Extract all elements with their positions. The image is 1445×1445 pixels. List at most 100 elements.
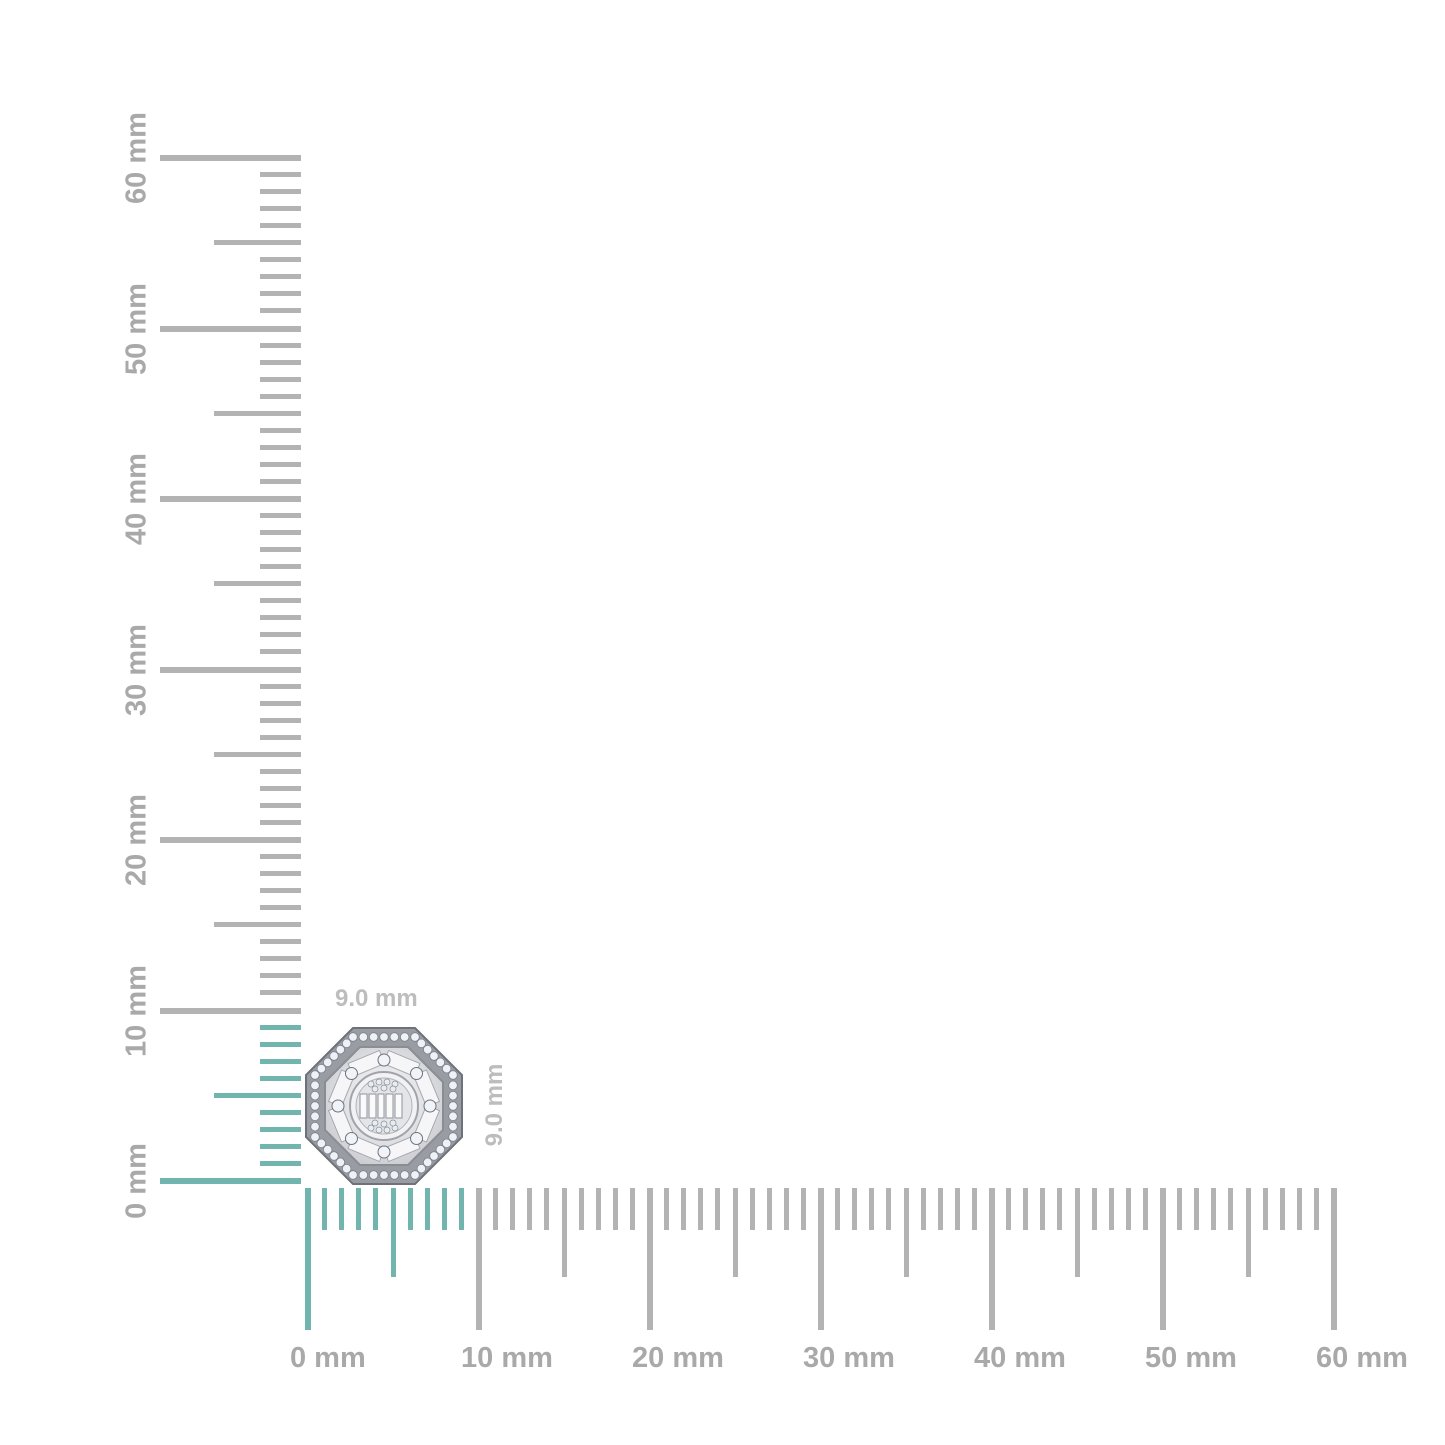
h-tick	[732, 1188, 738, 1277]
v-tick	[260, 939, 301, 945]
v-tick	[214, 922, 301, 928]
v-tick	[260, 308, 301, 314]
v-tick	[160, 155, 301, 161]
v-tick	[260, 632, 301, 638]
v-tick	[260, 871, 301, 877]
h-tick	[1074, 1188, 1080, 1277]
h-tick	[510, 1188, 516, 1230]
v-tick	[260, 1041, 301, 1047]
v-tick	[260, 700, 301, 706]
h-tick	[903, 1188, 909, 1277]
h-tick	[339, 1188, 345, 1230]
h-tick	[698, 1188, 704, 1230]
v-label-0: 0 mm	[120, 1143, 153, 1219]
h-tick	[989, 1188, 995, 1330]
v-tick	[214, 751, 301, 757]
v-tick	[260, 1143, 301, 1149]
h-tick	[612, 1188, 618, 1230]
v-tick	[260, 1160, 301, 1166]
h-tick	[629, 1188, 635, 1230]
h-tick	[390, 1188, 396, 1277]
h-tick	[407, 1188, 413, 1230]
v-tick	[260, 393, 301, 399]
h-tick	[595, 1188, 601, 1230]
h-label-20: 20 mm	[632, 1342, 724, 1374]
v-tick	[260, 513, 301, 519]
h-tick	[544, 1188, 550, 1230]
h-tick	[1262, 1188, 1268, 1230]
v-tick	[260, 1058, 301, 1064]
h-tick	[818, 1188, 824, 1330]
v-tick	[260, 768, 301, 774]
v-tick	[260, 189, 301, 195]
width-dimension-label: 9.0 mm	[335, 985, 418, 1012]
v-tick	[260, 649, 301, 655]
h-tick	[476, 1188, 482, 1330]
h-tick	[1228, 1188, 1234, 1230]
h-tick	[1177, 1188, 1183, 1230]
h-tick	[1023, 1188, 1029, 1230]
v-label-60: 60 mm	[120, 112, 153, 204]
v-tick	[260, 598, 301, 604]
v-tick	[160, 666, 301, 673]
v-tick	[260, 1075, 301, 1081]
h-label-10: 10 mm	[461, 1342, 553, 1374]
h-label-50: 50 mm	[1145, 1342, 1237, 1374]
h-tick	[1091, 1188, 1097, 1230]
h-tick	[749, 1188, 755, 1230]
h-tick	[458, 1188, 464, 1230]
h-tick	[664, 1188, 670, 1230]
h-tick	[647, 1188, 653, 1330]
h-tick	[578, 1188, 584, 1230]
v-label-10: 10 mm	[120, 964, 153, 1057]
h-tick	[527, 1188, 533, 1230]
v-tick	[260, 547, 301, 553]
v-tick	[260, 785, 301, 791]
h-tick	[869, 1188, 875, 1230]
v-tick	[260, 888, 301, 894]
v-tick	[260, 223, 301, 229]
v-label-40: 40 mm	[120, 453, 153, 545]
h-label-60: 60 mm	[1316, 1342, 1408, 1374]
h-label-40: 40 mm	[974, 1342, 1066, 1374]
h-tick	[800, 1188, 806, 1230]
v-tick	[260, 359, 301, 365]
h-tick	[493, 1188, 499, 1230]
v-tick	[260, 444, 301, 450]
h-tick	[1006, 1188, 1012, 1230]
v-tick	[260, 478, 301, 484]
v-tick	[260, 717, 301, 723]
h-tick	[766, 1188, 772, 1230]
h-tick	[1040, 1188, 1046, 1230]
height-dimension-label: 9.0 mm	[481, 1063, 508, 1147]
h-tick	[971, 1188, 977, 1230]
h-label-30: 30 mm	[803, 1342, 895, 1374]
v-tick	[160, 325, 301, 332]
v-tick	[260, 615, 301, 621]
v-tick	[160, 1178, 301, 1184]
h-tick	[1160, 1188, 1166, 1330]
h-tick	[1125, 1188, 1131, 1230]
h-tick	[305, 1188, 311, 1330]
h-tick	[1245, 1188, 1251, 1277]
v-tick	[160, 1007, 301, 1014]
v-tick	[260, 461, 301, 467]
v-tick	[260, 683, 301, 689]
v-label-20: 20 mm	[120, 794, 153, 886]
h-tick	[322, 1188, 328, 1230]
v-label-30: 30 mm	[120, 623, 153, 716]
h-tick	[356, 1188, 362, 1230]
h-tick	[681, 1188, 687, 1230]
h-tick	[852, 1188, 858, 1230]
v-tick	[260, 854, 301, 860]
earring-image	[305, 1027, 463, 1185]
v-tick	[214, 581, 301, 587]
v-tick	[260, 1126, 301, 1132]
v-tick	[260, 530, 301, 536]
h-tick	[937, 1188, 943, 1230]
h-tick	[920, 1188, 926, 1230]
h-tick	[1194, 1188, 1200, 1230]
v-tick	[260, 342, 301, 348]
h-tick	[373, 1188, 379, 1230]
v-tick	[260, 376, 301, 382]
